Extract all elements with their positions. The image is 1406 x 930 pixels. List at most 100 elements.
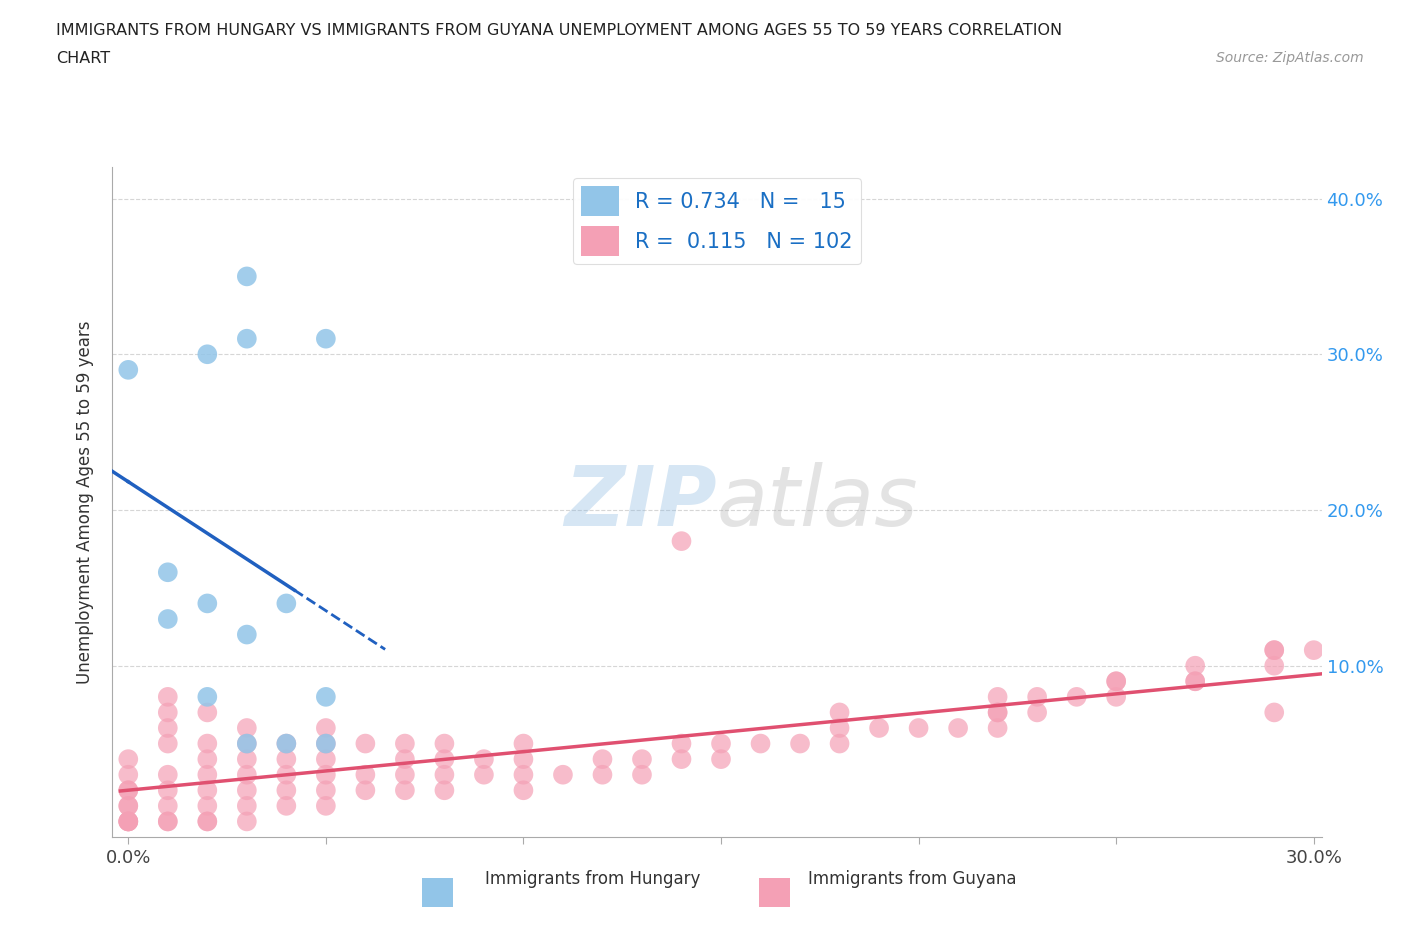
Point xyxy=(1105,689,1128,704)
Text: Source: ZipAtlas.com: Source: ZipAtlas.com xyxy=(1216,51,1364,65)
Point xyxy=(394,767,416,782)
Point xyxy=(1105,674,1128,689)
Point xyxy=(276,751,298,766)
Point xyxy=(195,705,218,720)
Point xyxy=(1026,689,1049,704)
Point xyxy=(433,783,456,798)
Point xyxy=(394,751,416,766)
Point xyxy=(315,737,337,751)
Point xyxy=(276,737,298,751)
Point xyxy=(315,737,337,751)
Point xyxy=(1026,705,1049,720)
Point xyxy=(591,767,613,782)
Point xyxy=(315,751,337,766)
Legend: R = 0.734   N =   15, R =  0.115   N = 102: R = 0.734 N = 15, R = 0.115 N = 102 xyxy=(572,178,862,264)
Point xyxy=(1263,658,1285,673)
Point xyxy=(195,814,218,829)
Point xyxy=(907,721,929,736)
Point xyxy=(276,783,298,798)
Point xyxy=(591,751,613,766)
Text: Immigrants from Guyana: Immigrants from Guyana xyxy=(808,870,1017,888)
Point xyxy=(236,767,259,782)
Point xyxy=(117,814,139,829)
Point xyxy=(987,689,1010,704)
Point xyxy=(117,751,139,766)
Point xyxy=(789,737,811,751)
Point xyxy=(987,705,1010,720)
Point xyxy=(433,767,456,782)
Point xyxy=(749,737,772,751)
Point xyxy=(117,814,139,829)
Point xyxy=(1184,658,1206,673)
Point xyxy=(354,737,377,751)
Text: ZIP: ZIP xyxy=(564,461,717,543)
Point xyxy=(195,737,218,751)
Point xyxy=(1105,674,1128,689)
Point xyxy=(117,767,139,782)
Point xyxy=(156,721,179,736)
Point xyxy=(512,737,534,751)
Point xyxy=(117,814,139,829)
Point xyxy=(512,751,534,766)
Point xyxy=(394,737,416,751)
Point xyxy=(236,737,259,751)
Point xyxy=(276,799,298,814)
Point xyxy=(117,799,139,814)
Point xyxy=(315,783,337,798)
Point xyxy=(195,799,218,814)
Point xyxy=(117,814,139,829)
Point xyxy=(156,814,179,829)
Point xyxy=(671,534,693,549)
Point xyxy=(156,799,179,814)
Point xyxy=(156,814,179,829)
Point xyxy=(987,721,1010,736)
Point xyxy=(987,705,1010,720)
Point xyxy=(671,737,693,751)
Point xyxy=(276,767,298,782)
Point xyxy=(195,814,218,829)
Point xyxy=(195,783,218,798)
Point xyxy=(315,689,337,704)
Point xyxy=(472,767,495,782)
Point xyxy=(315,799,337,814)
Point xyxy=(117,783,139,798)
Point xyxy=(868,721,890,736)
Point xyxy=(354,783,377,798)
Point xyxy=(117,799,139,814)
Point xyxy=(236,799,259,814)
Point xyxy=(236,627,259,642)
Point xyxy=(156,783,179,798)
Point xyxy=(117,363,139,378)
Point xyxy=(512,767,534,782)
Point xyxy=(315,721,337,736)
Point xyxy=(195,689,218,704)
Point xyxy=(551,767,574,782)
Point xyxy=(236,331,259,346)
Point xyxy=(156,612,179,627)
Point xyxy=(156,689,179,704)
Point xyxy=(117,783,139,798)
Point xyxy=(472,751,495,766)
Point xyxy=(946,721,969,736)
Point xyxy=(156,767,179,782)
Point xyxy=(433,737,456,751)
Point xyxy=(236,783,259,798)
Point xyxy=(394,783,416,798)
Point xyxy=(828,737,851,751)
Text: IMMIGRANTS FROM HUNGARY VS IMMIGRANTS FROM GUYANA UNEMPLOYMENT AMONG AGES 55 TO : IMMIGRANTS FROM HUNGARY VS IMMIGRANTS FR… xyxy=(56,23,1063,38)
Point xyxy=(354,767,377,782)
Point xyxy=(156,565,179,579)
Point xyxy=(315,767,337,782)
Point xyxy=(156,705,179,720)
Text: atlas: atlas xyxy=(717,461,918,543)
Point xyxy=(156,737,179,751)
Point xyxy=(671,751,693,766)
Point xyxy=(195,347,218,362)
Point xyxy=(236,269,259,284)
Point xyxy=(276,596,298,611)
Point xyxy=(195,596,218,611)
Point xyxy=(315,331,337,346)
Point xyxy=(195,751,218,766)
Point xyxy=(236,721,259,736)
Y-axis label: Unemployment Among Ages 55 to 59 years: Unemployment Among Ages 55 to 59 years xyxy=(76,321,94,684)
